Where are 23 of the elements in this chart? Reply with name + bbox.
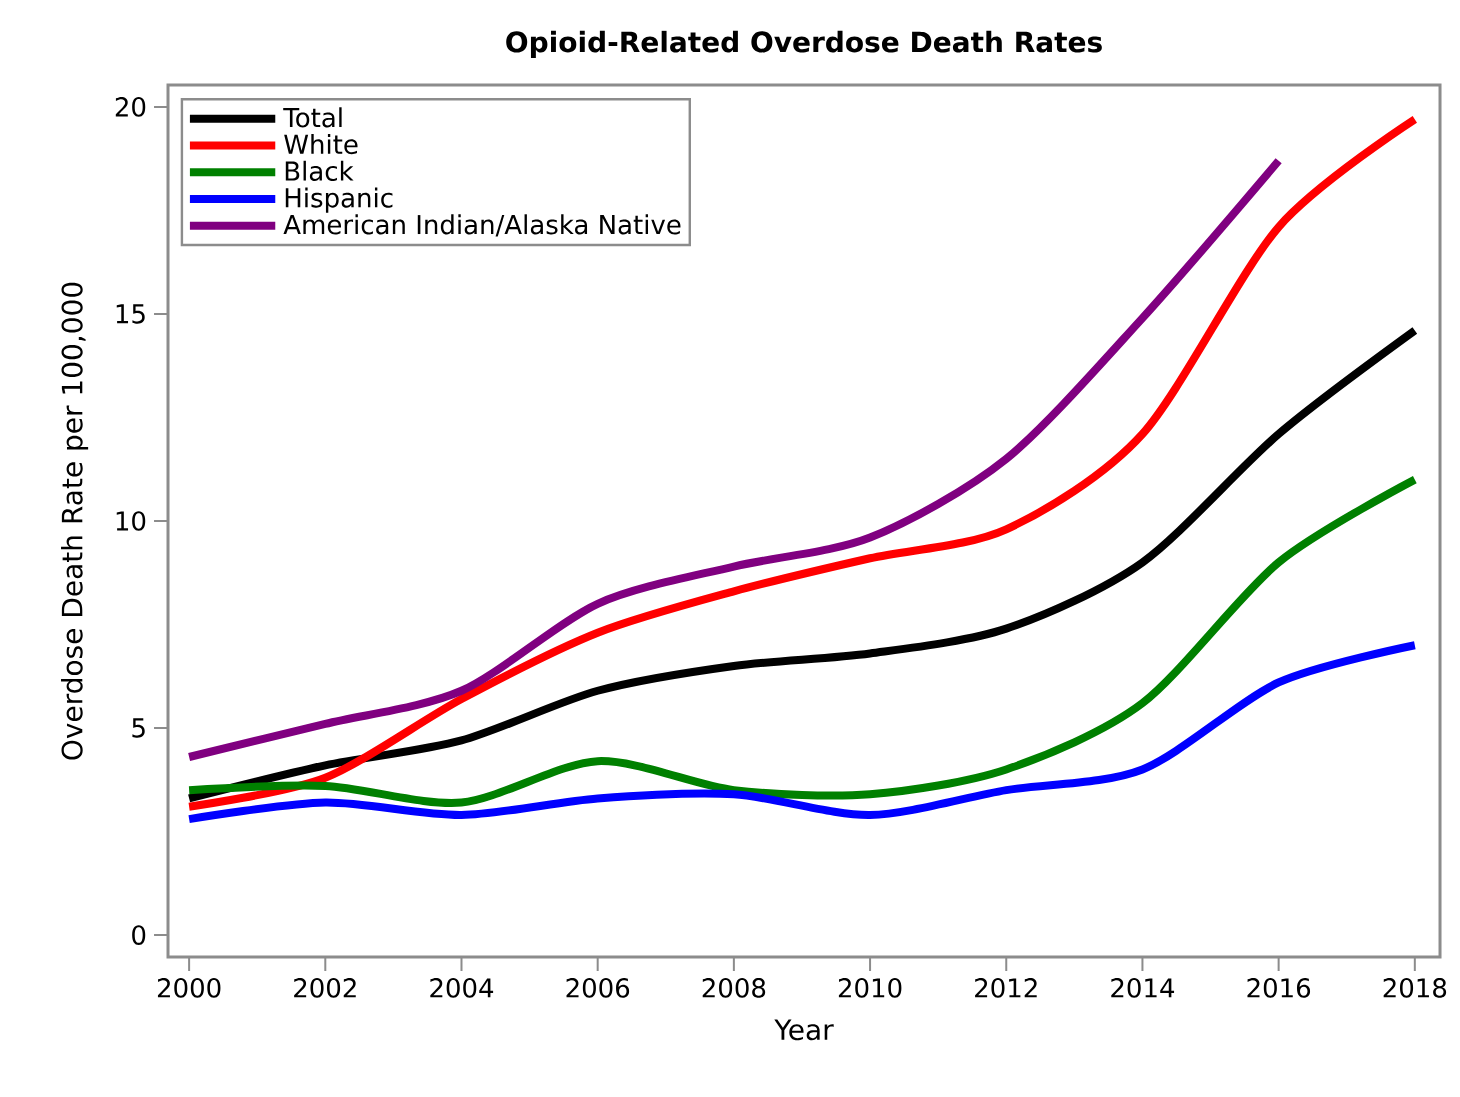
- x-tick-label: 2010: [838, 978, 902, 998]
- x-tick-label: 2006: [566, 978, 630, 998]
- x-tick-label: 2004: [430, 978, 494, 998]
- legend-label: Hispanic: [285, 187, 393, 213]
- x-tick-label: 2018: [1383, 978, 1447, 998]
- x-tick-label: 2014: [1111, 978, 1175, 998]
- y-tick-label: 0: [132, 925, 146, 945]
- x-axis-title: Year: [774, 1019, 834, 1041]
- y-tick-label: 5: [132, 718, 145, 738]
- x-tick-label: 2002: [294, 978, 356, 998]
- y-tick-label: 10: [116, 511, 146, 531]
- legend-label: Black: [285, 160, 354, 181]
- x-tick-label: 2012: [975, 978, 1037, 998]
- y-tick-label: 15: [116, 304, 145, 324]
- x-tick-label: 2000: [157, 978, 221, 998]
- y-axis-title: Overdose Death Rate per 100,000: [61, 282, 89, 760]
- x-tick-label: 2016: [1247, 978, 1311, 998]
- legend-label: White: [284, 134, 358, 155]
- y-tick-label: 20: [115, 97, 146, 117]
- legend-label: Total: [283, 107, 342, 128]
- chart-title: Opioid-Related Overdose Death Rates: [506, 30, 1102, 58]
- x-tick-label: 2008: [702, 978, 766, 998]
- legend-label: American Indian/Alaska Native: [283, 214, 681, 237]
